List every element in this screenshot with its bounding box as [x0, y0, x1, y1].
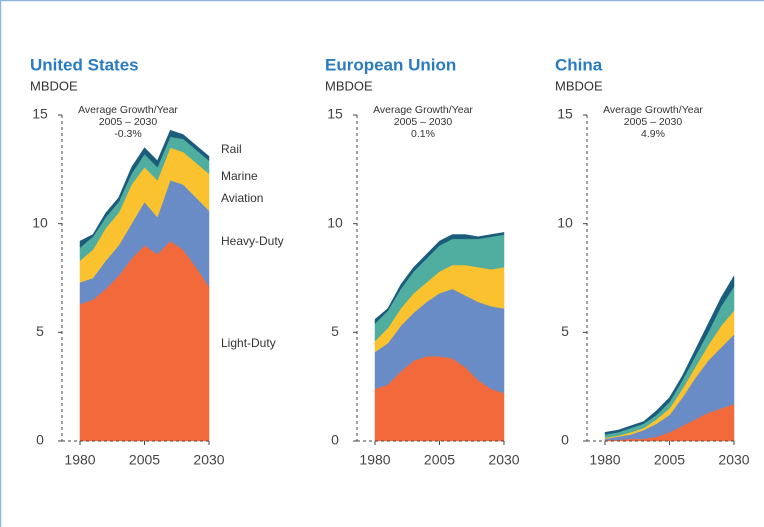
area — [604, 274, 735, 435]
y-tick-label: 15 — [557, 106, 573, 122]
y-tick-label: 5 — [36, 323, 44, 339]
area — [79, 129, 210, 249]
legend-label: Light-Duty — [221, 336, 276, 350]
y-tick-label: 5 — [561, 323, 569, 339]
panel-title: China — [555, 55, 603, 74]
x-tick-label: 1980 — [359, 452, 390, 468]
y-axis-label: MBDOE — [325, 78, 373, 93]
y-tick-label: 0 — [561, 432, 569, 448]
y-tick-label: 15 — [327, 106, 343, 122]
x-tick-label: 2030 — [718, 452, 749, 468]
annotation: Average Growth/Year — [603, 104, 703, 116]
area — [374, 232, 505, 325]
x-tick-label: 1980 — [64, 452, 95, 468]
panel: 0 5 10 15 1980 2005 2030 European Union MBDOEAve… — [325, 55, 520, 467]
y-tick-label: 10 — [32, 214, 48, 230]
x-tick-label: 1980 — [589, 452, 620, 468]
annotation: 4.9% — [641, 128, 665, 140]
annotation: -0.3% — [114, 128, 141, 140]
y-tick-label: 5 — [331, 323, 339, 339]
annotation: 2005 – 2030 — [624, 116, 683, 128]
legend-label: Marine — [221, 169, 258, 183]
legend-label: Heavy-Duty — [221, 234, 284, 248]
y-tick-label: 10 — [557, 214, 573, 230]
y-axis-label: MBDOE — [555, 78, 603, 93]
y-tick-label: 0 — [36, 432, 44, 448]
x-tick-label: 2030 — [488, 452, 519, 468]
annotation: Average Growth/Year — [78, 104, 178, 116]
y-axis-label: MBDOE — [30, 78, 78, 93]
x-tick-label: 2030 — [193, 452, 224, 468]
x-tick-label: 2005 — [424, 452, 455, 468]
panel-title: European Union — [325, 55, 456, 74]
annotation: Average Growth/Year — [373, 104, 473, 116]
y-tick-label: 10 — [327, 214, 343, 230]
x-tick-label: 2005 — [129, 452, 160, 468]
x-tick-label: 2005 — [654, 452, 685, 468]
panel-title: United States — [30, 55, 139, 74]
annotation: 0.1% — [411, 128, 435, 140]
annotation: 2005 – 2030 — [394, 116, 453, 128]
legend-label: Aviation — [221, 191, 263, 205]
y-tick-label: 0 — [331, 432, 339, 448]
y-tick-label: 15 — [32, 106, 48, 122]
legend-label: Rail — [221, 142, 242, 156]
annotation: 2005 – 2030 — [99, 116, 158, 128]
panel: Light-Duty Heavy-Duty Aviation Marine Rail 0 5… — [30, 55, 284, 467]
